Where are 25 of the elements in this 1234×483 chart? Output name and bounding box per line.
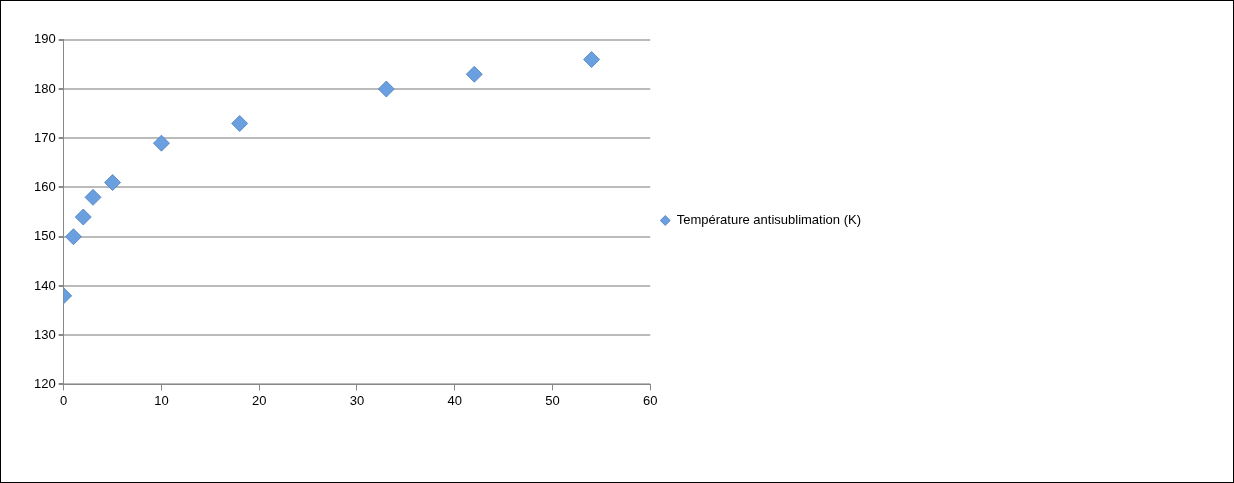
- point: [465, 65, 483, 83]
- y-tick-label: 160: [33, 179, 56, 195]
- y-tick-label: 150: [33, 228, 56, 244]
- y-tick-label: 170: [33, 129, 56, 145]
- y-tick-label: 130: [33, 326, 56, 342]
- legend-label: Température antisublimation (K): [676, 212, 861, 228]
- point: [377, 80, 395, 98]
- point: [84, 188, 102, 206]
- y-tick-label: 190: [33, 31, 56, 47]
- point: [583, 51, 600, 68]
- y-tick-label: 120: [33, 375, 56, 391]
- x-tick-label: 0: [60, 392, 68, 408]
- x-tick-label: 40: [447, 392, 462, 408]
- point: [65, 228, 82, 246]
- x-tick-label: 50: [545, 392, 560, 408]
- x-tick-label: 20: [251, 392, 267, 408]
- point: [104, 174, 121, 191]
- x-tick-label: 10: [154, 392, 169, 408]
- x-tick-label: 60: [643, 392, 658, 408]
- point: [153, 134, 170, 152]
- point: [231, 115, 249, 132]
- y-tick-label: 140: [33, 277, 56, 293]
- x-tick-label: 30: [349, 392, 365, 408]
- y-tick-label: 180: [33, 80, 56, 96]
- point: [74, 208, 92, 226]
